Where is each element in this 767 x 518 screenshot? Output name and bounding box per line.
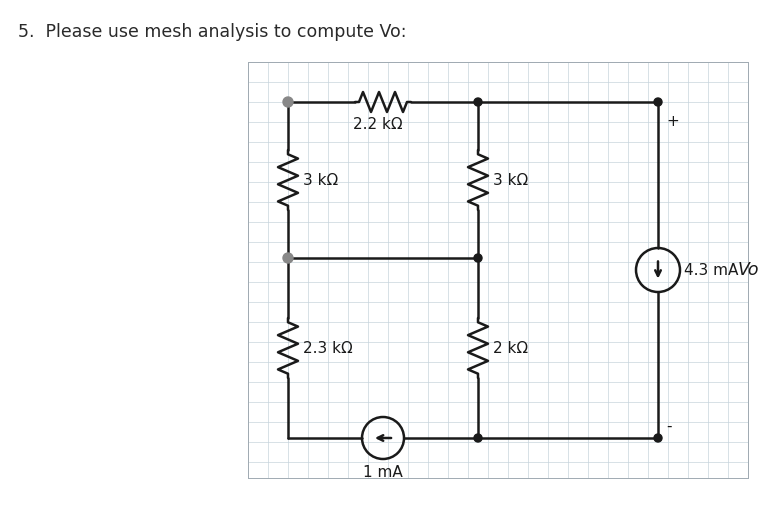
Text: 2.2 kΩ: 2.2 kΩ [353,117,403,132]
Text: 2.3 kΩ: 2.3 kΩ [303,340,353,355]
Text: 3 kΩ: 3 kΩ [493,172,528,188]
Circle shape [283,253,293,263]
Text: 1 mA: 1 mA [363,465,403,480]
Text: 4.3 mA: 4.3 mA [684,263,739,278]
Circle shape [474,434,482,442]
Circle shape [474,254,482,262]
Text: 5.  Please use mesh analysis to compute Vo:: 5. Please use mesh analysis to compute V… [18,23,407,41]
Circle shape [283,97,293,107]
Circle shape [654,434,662,442]
Text: +: + [666,114,679,129]
Circle shape [474,98,482,106]
Circle shape [654,98,662,106]
Text: -: - [666,419,671,434]
Text: 2 kΩ: 2 kΩ [493,340,528,355]
Text: Vo: Vo [738,261,759,279]
Text: 3 kΩ: 3 kΩ [303,172,338,188]
